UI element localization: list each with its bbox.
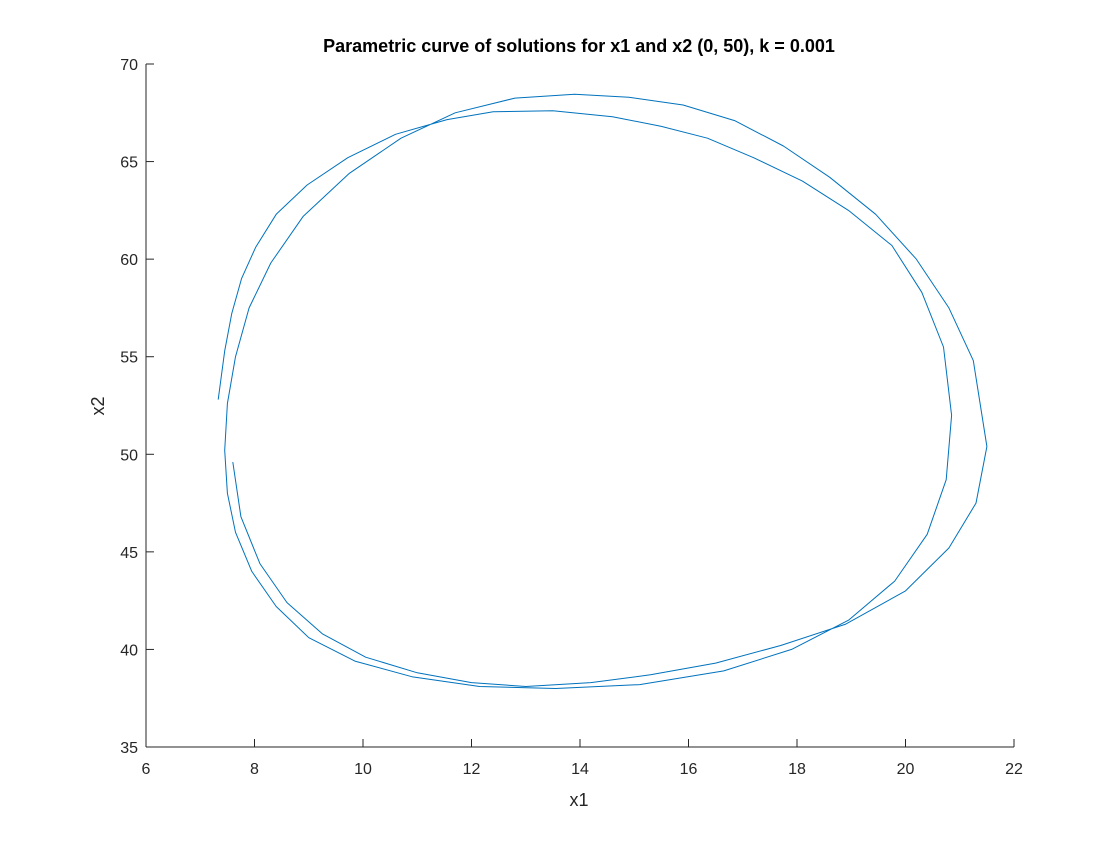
y-axis-label: x2 [88, 396, 108, 415]
y-tick-label: 45 [120, 545, 138, 562]
x-tick-label: 18 [788, 761, 806, 778]
x-tick-label: 16 [680, 761, 698, 778]
series-line-0 [217, 93, 988, 689]
y-tick-layer: 35 40 45 50 55 60 65 70 [120, 57, 154, 757]
x-tick-label: 6 [142, 761, 151, 778]
y-tick-label: 40 [120, 642, 138, 659]
x-axis-label: x1 [569, 790, 588, 810]
x-tick-label: 22 [1005, 761, 1023, 778]
y-tick-label: 50 [120, 447, 138, 464]
curve-layer [217, 93, 988, 689]
x-tick-label: 14 [571, 761, 589, 778]
plot-area [146, 64, 1014, 747]
chart-title: Parametric curve of solutions for x1 and… [323, 36, 835, 56]
y-tick-label: 70 [120, 57, 138, 74]
x-tick-label: 20 [897, 761, 915, 778]
x-tick-label: 10 [354, 761, 372, 778]
y-tick-label: 65 [120, 155, 138, 172]
x-tick-label: 12 [463, 761, 481, 778]
y-tick-label: 60 [120, 252, 138, 269]
y-tick-label: 35 [120, 740, 138, 757]
y-tick-label: 55 [120, 350, 138, 367]
x-tick-layer: 6 8 10 12 14 16 18 20 22 [142, 739, 1023, 778]
x-tick-label: 8 [250, 761, 259, 778]
